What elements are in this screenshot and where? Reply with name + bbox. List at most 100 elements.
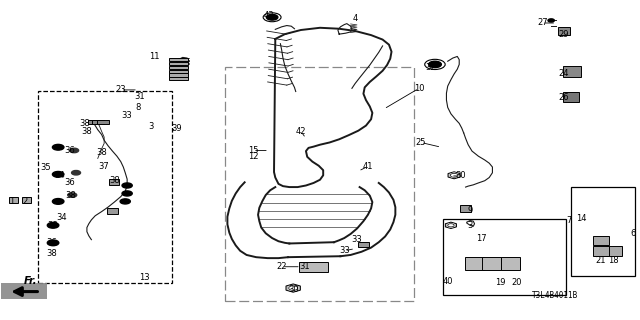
Circle shape [122,191,132,196]
Text: 3: 3 [467,221,473,230]
Text: 30: 30 [455,172,466,180]
Circle shape [52,198,64,204]
Text: 24: 24 [559,69,569,78]
Text: 38: 38 [79,119,90,128]
Text: 23: 23 [115,85,126,94]
Polygon shape [286,284,300,292]
Text: 38: 38 [65,190,76,200]
Bar [92,121,104,124]
Text: 42: 42 [296,127,306,136]
Circle shape [52,144,64,150]
Bar [571,187,635,276]
Text: 12: 12 [248,152,258,161]
Text: 36: 36 [64,146,75,155]
Bar [593,236,609,245]
Text: 33: 33 [351,235,362,244]
Bar [169,73,188,76]
Bar [169,66,188,69]
Text: T3L4B4011B: T3L4B4011B [532,291,578,300]
Circle shape [68,193,77,197]
Text: 39: 39 [171,124,182,132]
Text: 32: 32 [425,63,436,72]
Polygon shape [448,172,460,179]
Bar [443,219,566,295]
Circle shape [448,224,454,227]
Text: 43: 43 [264,11,274,20]
Text: 38: 38 [96,148,107,156]
Text: 1: 1 [10,197,15,206]
Text: 18: 18 [609,256,619,265]
Text: 4: 4 [353,14,358,23]
Bar [461,205,470,212]
Text: 8: 8 [135,103,141,112]
Bar [1,283,47,299]
Text: 25: 25 [415,138,426,147]
Bar [563,66,581,77]
Text: 38: 38 [48,221,58,230]
Text: 26: 26 [559,93,569,102]
Bar [88,121,99,124]
Text: 34: 34 [54,172,65,180]
Circle shape [548,19,554,22]
Text: 38: 38 [81,127,92,136]
Bar [300,262,328,271]
Text: 22: 22 [276,262,287,271]
Text: 31: 31 [300,262,310,271]
Circle shape [47,222,59,228]
Bar [109,179,120,186]
Text: 41: 41 [363,162,373,171]
Bar [593,246,609,256]
Text: 2: 2 [22,197,28,206]
Text: 33: 33 [122,111,132,120]
Text: 6: 6 [630,229,636,238]
Circle shape [266,14,278,20]
Bar [108,208,118,214]
Text: Fr.: Fr. [24,276,38,286]
Text: 19: 19 [495,278,506,287]
Text: 29: 29 [559,30,569,39]
Text: 14: 14 [577,214,587,223]
Polygon shape [445,222,456,228]
Text: 7: 7 [566,216,572,225]
Text: 15: 15 [248,146,258,155]
Text: 38: 38 [109,176,120,185]
Bar [558,27,570,35]
Bar [169,62,188,65]
Circle shape [451,173,458,177]
Circle shape [122,183,132,188]
Bar [169,77,188,80]
Text: 35: 35 [40,164,51,172]
Text: 27: 27 [537,19,548,28]
Bar [358,242,369,247]
Bar [38,92,172,283]
Text: 9: 9 [467,206,473,215]
Bar [9,197,18,203]
Circle shape [70,148,79,153]
Text: 21: 21 [596,256,606,265]
Text: 36: 36 [47,238,57,247]
Bar [225,67,414,301]
Bar [169,69,188,73]
Text: 30: 30 [288,284,298,293]
Text: 31: 31 [134,92,145,101]
Bar [606,246,621,256]
Text: 34: 34 [56,213,67,222]
Circle shape [289,286,298,290]
Text: 11: 11 [148,52,159,61]
Text: 13: 13 [139,273,150,282]
Circle shape [120,199,131,204]
Bar [22,197,31,203]
Text: 37: 37 [99,162,109,171]
Text: 33: 33 [339,246,349,255]
Circle shape [47,240,59,246]
Bar [563,92,579,102]
Bar [97,120,109,124]
Bar [500,258,520,270]
Bar [465,258,484,270]
Circle shape [52,172,64,177]
Text: 10: 10 [413,84,424,93]
Text: 3: 3 [148,122,154,131]
Circle shape [72,171,81,175]
Text: 38: 38 [47,250,57,259]
Text: 40: 40 [442,276,453,285]
